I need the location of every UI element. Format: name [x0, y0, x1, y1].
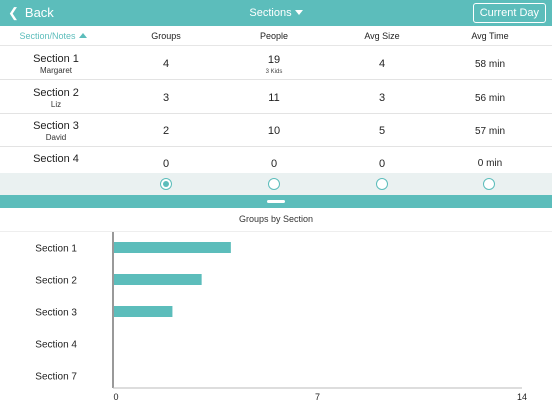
caret-down-icon: [294, 10, 303, 15]
groups-bar-chart: Section 1 Section 2 Section 3 Section 4 Sect…: [35, 232, 527, 402]
section-note: David: [45, 133, 67, 142]
avg-time-value: 57 min: [474, 126, 505, 137]
chevron-left-icon: ❮: [8, 5, 19, 20]
sort-ascending-icon: [78, 33, 87, 38]
column-header-avg-size[interactable]: Avg Size: [364, 31, 400, 41]
metric-selector-row: [0, 173, 552, 195]
y-tick-label: Section 4: [35, 340, 77, 351]
page-title: Sections: [0, 7, 552, 19]
avg-time-value: 58 min: [474, 59, 505, 70]
table-row[interactable]: Section 1 Margaret 4 19 3 Kids 4 58 min: [0, 47, 552, 80]
y-tick-label: Section 7: [35, 372, 77, 383]
back-button[interactable]: ❮ Back: [8, 5, 54, 20]
avg-time-radio[interactable]: [483, 178, 495, 190]
column-header-groups[interactable]: Groups: [151, 31, 181, 41]
section-name: Section 2: [33, 87, 79, 99]
x-tick-label: 0: [113, 392, 118, 402]
avg-size-value: 5: [378, 125, 386, 137]
column-header-section-label: Section/Notes: [19, 31, 76, 41]
avg-size-value: 3: [378, 92, 386, 104]
section-name: Section 1: [33, 53, 79, 65]
people-radio[interactable]: [268, 178, 280, 190]
sections-dropdown[interactable]: Sections: [249, 7, 303, 19]
table-row[interactable]: Section 2 Liz 3 11 3 56 min: [0, 81, 552, 114]
table-row[interactable]: Section 3 David 2 10 5 57 min: [0, 114, 552, 147]
bar: [114, 242, 231, 253]
bar: [114, 274, 202, 285]
bar: [114, 306, 173, 317]
table-header: Section/Notes Groups People Avg Size Avg…: [0, 26, 552, 46]
y-tick-label: Section 2: [35, 276, 77, 287]
y-tick-label: Section 3: [35, 308, 77, 319]
current-day-button[interactable]: Current Day: [472, 3, 546, 23]
avg-size-value: 4: [378, 58, 386, 70]
groups-radio[interactable]: [160, 178, 172, 190]
column-header-people[interactable]: People: [259, 31, 289, 41]
y-tick-label: Section 1: [35, 244, 77, 255]
people-value: 19: [267, 54, 281, 66]
back-label: Back: [24, 5, 54, 20]
split-divider: [0, 195, 552, 208]
avg-time-value: 56 min: [474, 93, 505, 104]
section-note: Margaret: [39, 66, 72, 75]
page-title-label: Sections: [249, 7, 292, 19]
chart-separator: [0, 231, 552, 232]
people-value: 0: [270, 158, 278, 170]
groups-value: 0: [162, 158, 170, 170]
people-value: 11: [268, 92, 280, 104]
nav-bar: ❮ Back Sections Current Day: [0, 0, 552, 26]
people-value: 10: [267, 125, 281, 137]
x-tick-label: 7: [315, 392, 320, 402]
groups-value: 2: [162, 125, 170, 137]
drag-handle[interactable]: [267, 200, 285, 203]
groups-value: 4: [162, 58, 170, 70]
avg-size-value: 0: [378, 158, 386, 170]
avg-size-radio[interactable]: [376, 178, 388, 190]
column-header-section[interactable]: Section/Notes: [0, 31, 106, 41]
x-tick-label: 14: [517, 392, 527, 402]
groups-value: 3: [162, 92, 170, 104]
table-row[interactable]: Section 4 0 0 0 0 min: [0, 147, 552, 173]
section-note: Liz: [50, 100, 62, 109]
section-name: Section 4: [33, 153, 79, 165]
chart-title: Groups by Section: [238, 214, 314, 224]
avg-time-value: 0 min: [477, 158, 503, 169]
people-note: 3 Kids: [265, 69, 283, 75]
column-header-avg-time[interactable]: Avg Time: [471, 31, 509, 41]
section-name: Section 3: [33, 120, 79, 132]
